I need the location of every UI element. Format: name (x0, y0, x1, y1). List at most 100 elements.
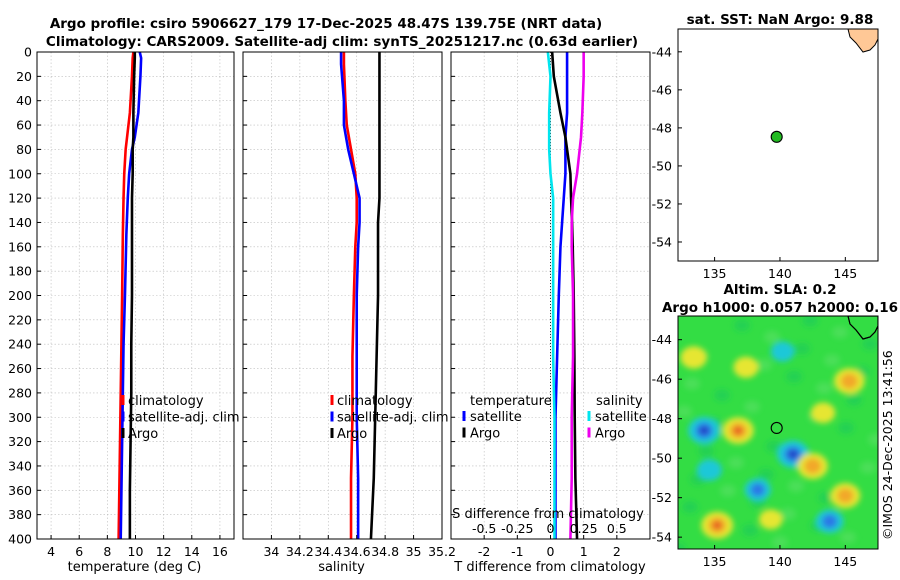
map-body (678, 316, 878, 549)
sla-texture-blob (758, 468, 774, 481)
y-tick-label: -54 (652, 530, 672, 545)
sla-texture-blob (818, 491, 834, 504)
legend-title-temperature: temperature (470, 394, 552, 409)
x-tick-label: 12 (156, 544, 172, 559)
y-tick-label: 0 (24, 45, 32, 60)
salinity-tick-label: 0.5 (607, 521, 627, 536)
sla-positive-anomaly (680, 346, 707, 369)
x-tick-label: 34.6 (343, 544, 371, 559)
argo-float-marker (770, 421, 783, 435)
legend-entry: satellite-adj. clim (128, 411, 240, 426)
sla-positive-anomaly (759, 509, 783, 530)
sla-texture-blob (786, 370, 802, 383)
sla-anomaly-field (678, 316, 878, 549)
y-tick-label: 240 (8, 337, 32, 352)
map-title: Argo h1000: 0.057 h2000: 0.16 (662, 300, 898, 316)
legend-entry: climatology (128, 394, 204, 409)
sla-texture-blob (816, 382, 832, 395)
y-tick-label: -52 (652, 196, 672, 211)
y-tick-label: 180 (8, 264, 32, 279)
x-axis-label: salinity (318, 560, 365, 575)
x-tick-label: 34.4 (314, 544, 342, 559)
legend-entry: satellite (470, 410, 522, 425)
sla-negative-peak (789, 450, 798, 458)
map-frame (677, 315, 879, 550)
argo-float-marker (770, 130, 783, 143)
y-tick-label: 220 (8, 312, 32, 327)
sla-texture-blob (846, 393, 862, 406)
sla-texture-blob (772, 536, 788, 549)
x-tick-label: 145 (833, 266, 857, 281)
y-tick-label: 80 (16, 142, 32, 157)
y-tick-label: 280 (8, 385, 32, 400)
y-tick-label: -48 (652, 411, 672, 426)
sla-texture-blob (860, 461, 876, 474)
salinity-axis-label: S difference from climatology (452, 507, 644, 522)
x-tick-label: 35 (406, 544, 422, 559)
x-tick-label: 140 (768, 554, 792, 569)
imos-watermark: ©IMOS 24-Dec-2025 13:41:56 (880, 350, 895, 540)
figure-title-line1: Argo profile: csiro 5906627_179 17-Dec-2… (50, 16, 602, 32)
y-tick-label: -50 (652, 451, 672, 466)
y-tick-label: 100 (8, 166, 32, 181)
sla-texture-blob (744, 400, 760, 413)
sla-texture-blob (756, 358, 772, 371)
y-tick-label: 360 (8, 483, 32, 498)
sla-texture-blob (742, 524, 758, 537)
sla-texture-blob (766, 440, 782, 453)
y-tick-label: -44 (652, 332, 672, 347)
sla-negative-core (821, 514, 838, 529)
x-tick-label: 1 (580, 544, 588, 559)
coastline-land (847, 29, 878, 53)
legend-entry: Argo (337, 427, 367, 442)
y-tick-label: -54 (652, 234, 672, 249)
x-tick-label: 14 (184, 544, 200, 559)
map-frame (677, 28, 879, 262)
sla-positive-peak (734, 427, 743, 434)
y-tick-label: 60 (16, 118, 32, 133)
salinity-tick-label: 0 (547, 521, 555, 536)
map-title: sat. SST: NaN Argo: 9.88 (687, 12, 874, 28)
x-axis-label: T difference from climatology (453, 560, 646, 575)
series-group (117, 52, 143, 539)
sla-positive-core (804, 458, 822, 474)
legend-entry: Argo (595, 427, 625, 442)
y-tick-label: 400 (8, 532, 32, 547)
legend-entry: Argo (470, 427, 500, 442)
sla-texture-blob (840, 531, 856, 544)
x-tick-label: 4 (47, 544, 55, 559)
x-tick-label: 135 (703, 266, 727, 281)
y-tick-label: 380 (8, 507, 32, 522)
y-tick-label: 40 (16, 93, 32, 108)
series-line-climatology (117, 52, 135, 539)
y-tick-label: 260 (8, 361, 32, 376)
temperature-profile-panel: 4 6 8 10 12 14 1602040608010012014016018020022… (8, 45, 239, 576)
salinity-tick-label: 0.25 (570, 521, 598, 536)
series-group (546, 52, 585, 539)
series-line-climatology (342, 52, 359, 539)
sla-texture-blob (734, 319, 750, 332)
y-tick-label: -46 (652, 372, 672, 387)
y-tick-label: -46 (652, 82, 672, 97)
sla-texture-blob (764, 330, 780, 343)
x-tick-label: 34.8 (371, 544, 399, 559)
salinity-tick-label: -0.25 (501, 521, 533, 536)
sla-positive-anomaly (810, 402, 836, 424)
series-line-satellite-adj-clim (119, 52, 143, 539)
sla-map-panel: Altim. SLA: 0.2 Argo h1000: 0.057 h2000: … (652, 282, 898, 569)
sla-positive-peak (713, 521, 722, 529)
x-tick-label: 135 (703, 554, 727, 569)
x-tick-label: 145 (833, 554, 857, 569)
x-tick-label: 34.2 (286, 544, 314, 559)
y-tick-label: -50 (652, 158, 672, 173)
series-group (339, 52, 381, 539)
series-line-salinity-satellite (546, 52, 556, 539)
sla-texture-blob (862, 337, 878, 350)
y-tick-label: -44 (652, 44, 672, 59)
map-title: Altim. SLA: 0.2 (723, 282, 836, 298)
x-tick-label: 2 (613, 544, 621, 559)
y-tick-label: 300 (8, 410, 32, 425)
sla-texture-blob (684, 377, 700, 390)
sla-texture-blob (788, 480, 804, 493)
